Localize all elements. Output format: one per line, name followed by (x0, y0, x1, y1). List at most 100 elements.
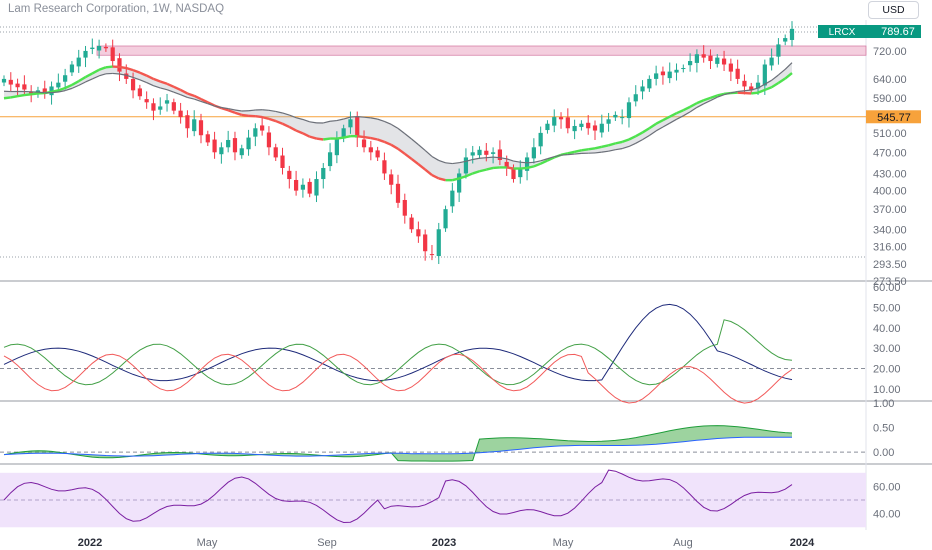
ema-fast-segment (546, 156, 555, 162)
dmi-tick: 30.00 (873, 343, 901, 355)
ema-fast-segment (166, 82, 175, 88)
ema-fast-segment (10, 95, 18, 99)
ema-fast-segment (383, 140, 392, 146)
ema-fast-segment (200, 97, 209, 104)
ema-fast-segment (57, 86, 66, 92)
candle-body (389, 174, 394, 185)
ema-slow-segment (330, 119, 337, 122)
ema-slow-segment (710, 96, 718, 102)
ema-slow-segment (85, 78, 93, 83)
ema-slow-segment (200, 100, 208, 105)
candle-body (477, 149, 482, 156)
resistance-zone[interactable] (96, 45, 867, 56)
candle-body (552, 117, 557, 126)
candle-body (436, 229, 441, 257)
ema-cloud-fill (4, 62, 792, 181)
dmi-tick: 50.00 (873, 302, 901, 314)
ema-fast-segment (187, 92, 195, 97)
ema-slow-segment (696, 103, 704, 108)
di-plus-line (3, 319, 793, 386)
ema-slow-segment (146, 82, 154, 87)
ema-fast-segment (221, 106, 229, 112)
ema-slow-segment (58, 90, 66, 93)
ema-slow-segment (268, 109, 276, 113)
candle-body (429, 254, 435, 256)
ema-slow-segment (499, 157, 507, 160)
candle-body (341, 128, 346, 139)
ema-fast-segment (84, 72, 93, 79)
rsi-tick: 40.00 (873, 509, 901, 521)
osc-area (4, 425, 792, 462)
ema-fast-segment (64, 83, 73, 90)
ema-fast-segment (357, 134, 365, 139)
candle-body (701, 54, 706, 58)
ema-slow-segment (323, 120, 331, 124)
ema-fast-segment (493, 166, 500, 170)
candle-body (103, 46, 109, 49)
ema-fast-segment (363, 135, 371, 140)
rsi-tick: 60.00 (873, 481, 901, 493)
currency-button[interactable]: USD (868, 1, 919, 19)
ema-fast-segment (770, 82, 780, 89)
candle-body (76, 57, 81, 67)
ema-fast-segment (268, 117, 277, 123)
candle-body (212, 139, 217, 153)
ema-slow-segment (608, 149, 616, 152)
ema-fast-segment (17, 93, 25, 98)
ema-slow-segment (390, 123, 399, 129)
ema-fast-segment (193, 94, 202, 101)
candle-body (158, 106, 163, 110)
candle-body (728, 63, 733, 72)
candle-body (599, 123, 604, 133)
candle-body (334, 137, 339, 156)
ema-slow-segment (51, 91, 59, 94)
candle-body (1, 78, 7, 83)
time-tick: 2022 (78, 537, 102, 549)
ema-slow-segment (669, 118, 677, 124)
price-tick: 430.00 (873, 168, 907, 180)
candle-body (681, 68, 686, 70)
candle-body (579, 123, 584, 127)
price-tick: 340.00 (873, 224, 907, 236)
time-tick: Aug (673, 537, 693, 549)
candle-body (117, 58, 122, 72)
candle-body (742, 80, 747, 87)
candle-body (185, 115, 190, 129)
ema-fast-segment (662, 115, 671, 122)
time-axis: 2022 May Sep 2023 May Aug 2024 (78, 537, 815, 549)
candle-body (667, 71, 672, 79)
ema-slow-segment (784, 62, 793, 70)
ema-fast-segment (241, 113, 249, 117)
ema-fast-segment (316, 137, 324, 141)
ema-slow-segment (78, 81, 86, 86)
ema-fast-segment (594, 145, 603, 150)
osc-base-line (3, 436, 793, 457)
ema-fast-segment (132, 69, 141, 74)
candle-body (192, 119, 197, 132)
candle-body (423, 234, 428, 252)
candle-body (90, 47, 95, 50)
candle-body (647, 78, 652, 89)
candle-body (538, 132, 543, 147)
ema-slow-segment (112, 72, 120, 75)
ema-slow-segment (540, 158, 548, 162)
oscillator-panel: 1.00 0.50 0.00 (0, 398, 894, 462)
ema-fast-segment (757, 88, 766, 94)
candle-body (470, 152, 475, 156)
ema-fast-segment (261, 115, 270, 121)
ema-slow-segment (357, 116, 365, 118)
ema-slow-segment (160, 87, 168, 91)
ema-fast-segment (777, 77, 786, 85)
ema-slow-segment (771, 74, 779, 81)
candle-body (565, 117, 570, 129)
dmi-tick: 20.00 (873, 363, 901, 375)
ema-slow-segment (465, 158, 473, 162)
ema-slow-segment (751, 87, 759, 91)
candle-body (606, 119, 611, 124)
price-tick: 370.00 (873, 204, 907, 216)
candle-body (130, 78, 136, 91)
ema-slow-segment (554, 154, 562, 158)
candle-body (368, 147, 373, 153)
ema-fast-segment (139, 71, 148, 77)
